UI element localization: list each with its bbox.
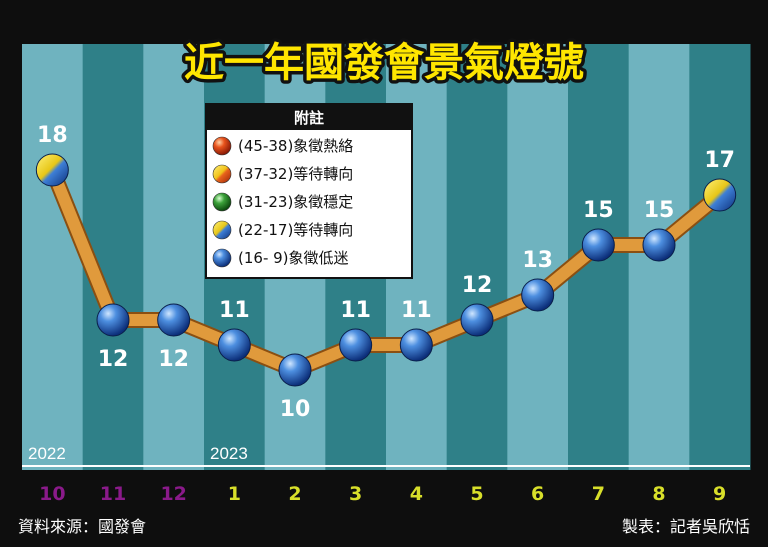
x-tick-label: 1 [228, 483, 241, 505]
data-label: 11 [219, 298, 250, 323]
data-point [217, 328, 251, 362]
data-point [642, 228, 676, 262]
year-label: 2023 [210, 444, 248, 463]
legend-item-label: (45-38)象徵熱絡 [238, 137, 353, 155]
data-point [703, 178, 737, 212]
data-point [157, 303, 191, 337]
data-point [96, 303, 130, 337]
month-band [507, 44, 569, 470]
data-label: 12 [158, 347, 189, 372]
x-tick-label: 9 [713, 483, 726, 505]
data-label: 15 [583, 198, 614, 223]
month-band [689, 44, 751, 470]
data-point [521, 278, 555, 312]
x-tick-label: 8 [652, 483, 665, 505]
legend-item-label: (16- 9)象徵低迷 [238, 249, 349, 267]
legend-title: 附註 [294, 109, 324, 127]
data-label: 17 [704, 148, 735, 173]
data-point [339, 328, 373, 362]
data-label: 10 [280, 397, 311, 422]
x-tick-label: 4 [410, 483, 423, 505]
legend-signal-icon [212, 136, 232, 156]
month-band [143, 44, 205, 470]
month-band [22, 44, 84, 470]
legend-item-label: (31-23)象徵穩定 [238, 193, 353, 211]
x-tick-label: 7 [592, 483, 605, 505]
data-label: 11 [340, 298, 371, 323]
month-strip [22, 470, 750, 510]
month-band [446, 44, 508, 470]
legend-items: (45-38)象徵熱絡 (37-32)等待轉向 (31-23)象徵穩定 (22-17)… [212, 136, 353, 268]
data-label: 18 [37, 123, 68, 148]
chart-title: 近一年國發會景氣燈號 [184, 40, 584, 86]
credit-text: 製表：記者吳欣恬 [622, 517, 750, 536]
legend-signal-icon [212, 248, 232, 268]
data-label: 12 [98, 347, 129, 372]
data-label: 12 [462, 273, 493, 298]
data-point [278, 353, 312, 387]
legend-signal-icon [212, 164, 232, 184]
legend-signal-icon [212, 192, 232, 212]
source-text: 資料來源：國發會 [18, 517, 146, 536]
legend: 附註 (45-38)象徵熱絡 (37-32)等待轉向 (31-23)象徵穩定 (22-… [205, 103, 413, 279]
year-labels: 2022 2023 [22, 444, 750, 467]
x-axis-labels: 10 11 12 1 2 3 4 5 6 7 8 9 [39, 483, 726, 505]
x-tick-label: 5 [470, 483, 483, 505]
x-tick-label: 6 [531, 483, 544, 505]
x-tick-label: 10 [39, 483, 65, 505]
legend-box [205, 103, 413, 279]
data-label: 13 [522, 248, 553, 273]
x-tick-label: 2 [288, 483, 301, 505]
x-tick-label: 12 [160, 483, 186, 505]
legend-item-label: (37-32)等待轉向 [238, 165, 353, 183]
data-label: 15 [644, 198, 675, 223]
x-tick-label: 3 [349, 483, 362, 505]
data-point [399, 328, 433, 362]
legend-item-label: (22-17)等待轉向 [238, 221, 353, 239]
legend-signal-icon [212, 220, 232, 240]
series-layer: 18 12 12 11 10 11 11 12 13 15 15 17 [35, 123, 737, 422]
data-label: 11 [401, 298, 432, 323]
data-point [581, 228, 615, 262]
data-point [35, 153, 69, 187]
x-tick-label: 11 [100, 483, 126, 505]
data-point [460, 303, 494, 337]
year-label: 2022 [28, 444, 66, 463]
legend-header [206, 104, 412, 130]
